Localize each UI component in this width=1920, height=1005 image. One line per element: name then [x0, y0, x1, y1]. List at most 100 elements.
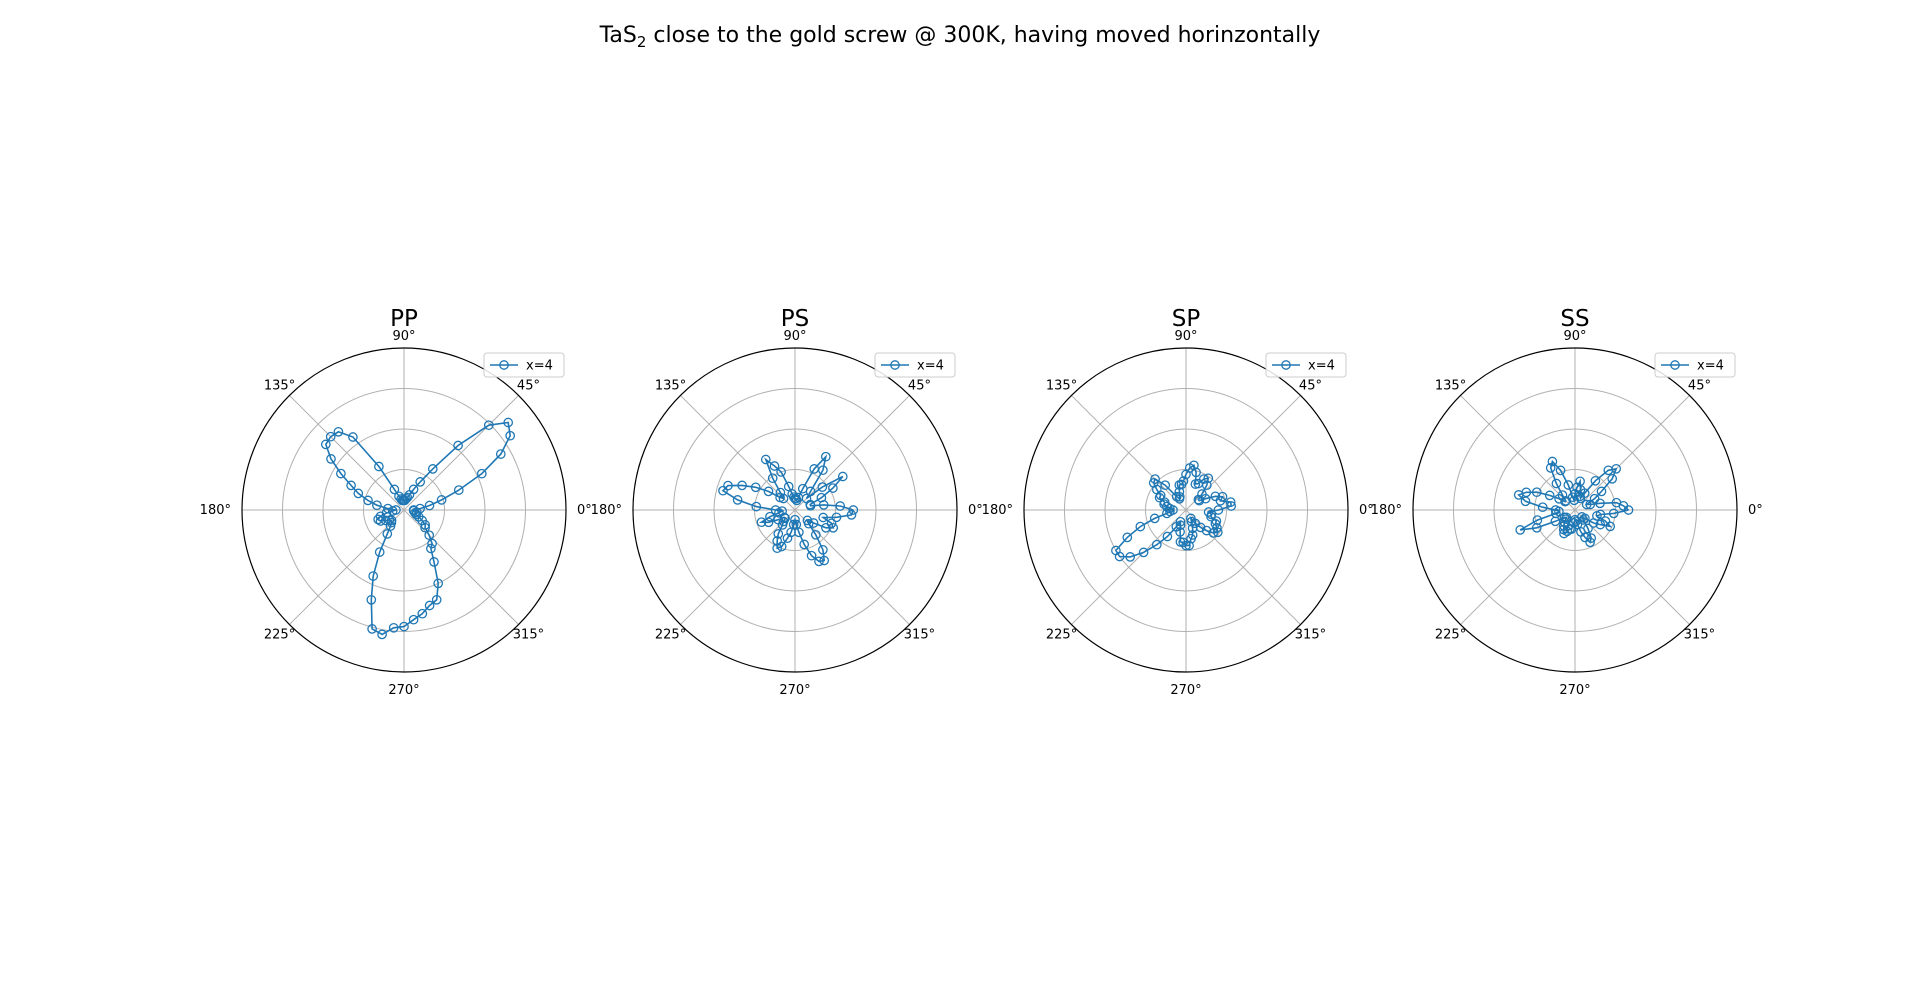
- data-point: [767, 473, 778, 484]
- data-point: [783, 481, 794, 492]
- data-point: [763, 517, 774, 528]
- angular-gridline: [1574, 395, 1690, 511]
- data-point: [1187, 530, 1198, 540]
- data-point: [426, 543, 436, 554]
- data-point: [1212, 527, 1223, 538]
- angle-tick-label: 90°: [783, 329, 806, 344]
- angular-gridline: [1071, 395, 1187, 511]
- data-point: [1226, 501, 1237, 511]
- data-point: [415, 477, 426, 487]
- data-point: [1566, 524, 1577, 534]
- legend-label: x=4: [917, 359, 944, 374]
- data-point: [1545, 463, 1556, 473]
- angle-tick-label: 180°: [200, 503, 231, 518]
- data-point: [1217, 491, 1228, 502]
- data-point: [1595, 509, 1606, 520]
- data-point: [1608, 508, 1619, 519]
- data-point: [1195, 522, 1206, 533]
- angle-tick-label: 0°: [1359, 503, 1374, 518]
- data-point: [790, 514, 800, 525]
- data-point: [399, 621, 409, 632]
- data-point: [773, 529, 784, 539]
- data-point: [806, 550, 817, 561]
- angle-tick-label: 0°: [968, 503, 983, 518]
- data-point: [363, 495, 373, 506]
- polar-frame: [1412, 347, 1738, 673]
- data-point: [826, 518, 837, 529]
- data-point: [429, 557, 439, 567]
- data-point: [366, 594, 377, 605]
- data-point: [737, 480, 747, 491]
- data-point: [1114, 551, 1125, 562]
- angle-tick-label: 45°: [517, 379, 540, 394]
- data-point: [348, 432, 358, 442]
- data-point: [718, 485, 728, 496]
- figure-title-rest: close to the gold screw @ 300K, having m…: [646, 23, 1320, 48]
- legend: x=4: [1265, 352, 1347, 378]
- angle-tick-label: 315°: [1295, 627, 1326, 642]
- data-point: [1590, 475, 1601, 486]
- data-point: [374, 461, 384, 472]
- data-point: [772, 543, 783, 554]
- series-line: [721, 454, 855, 563]
- angle-tick-label: 315°: [1684, 627, 1715, 642]
- angle-tick-label: 315°: [904, 627, 935, 642]
- data-point: [828, 483, 838, 493]
- data-point: [1611, 497, 1622, 508]
- data-point: [433, 578, 444, 589]
- data-point: [483, 420, 494, 431]
- data-point: [1206, 509, 1217, 520]
- angle-tick-label: 135°: [1435, 379, 1466, 394]
- data-point: [1531, 522, 1542, 533]
- data-point: [816, 492, 827, 503]
- polar-frame: [241, 347, 567, 673]
- data-point: [431, 594, 442, 605]
- data-point: [1515, 525, 1526, 535]
- data-point: [1547, 456, 1558, 467]
- data-point: [760, 454, 771, 465]
- data-point: [387, 506, 398, 516]
- legend-box: [1265, 352, 1347, 378]
- data-point: [809, 464, 820, 474]
- angle-tick-label: 180°: [591, 503, 622, 518]
- data-point: [1184, 540, 1194, 551]
- data-point: [837, 471, 848, 482]
- data-point: [424, 500, 435, 511]
- data-point: [1550, 516, 1561, 527]
- angle-tick-label: 135°: [264, 379, 295, 394]
- legend-label: x=4: [526, 359, 553, 374]
- data-point: [1520, 496, 1531, 507]
- angle-tick-label: 90°: [1174, 329, 1197, 344]
- data-point: [336, 468, 346, 479]
- data-point: [436, 495, 447, 505]
- legend-box: [874, 352, 956, 378]
- angular-gridline: [680, 509, 796, 625]
- data-point: [396, 494, 406, 504]
- data-point: [408, 505, 419, 516]
- data-point: [723, 480, 733, 491]
- data-point: [790, 493, 800, 504]
- legend-marker: [1670, 360, 1680, 370]
- angular-gridline: [794, 509, 910, 625]
- polar-frame: [632, 347, 958, 673]
- data-point: [326, 454, 336, 464]
- data-point: [1581, 499, 1592, 510]
- data-point: [1603, 465, 1614, 476]
- polar-chart-ps: 0° 45° 90° 135° 180° 225° 270° 315° x=4 PS: [591, 306, 983, 698]
- data-point: [1181, 469, 1191, 480]
- series-line: [324, 421, 512, 636]
- data-point: [763, 486, 774, 497]
- legend-label: x=4: [1308, 359, 1335, 374]
- data-point: [808, 518, 819, 528]
- data-point: [1583, 523, 1593, 534]
- data-point: [788, 519, 799, 530]
- data-point: [802, 515, 813, 526]
- data-point: [380, 515, 391, 526]
- data-point: [756, 517, 767, 528]
- data-point: [372, 500, 382, 511]
- data-point: [453, 440, 463, 451]
- angular-gridline: [680, 395, 796, 511]
- subplot-title-pp: PP: [390, 306, 418, 332]
- data-point: [846, 510, 857, 520]
- data-point: [1572, 482, 1582, 493]
